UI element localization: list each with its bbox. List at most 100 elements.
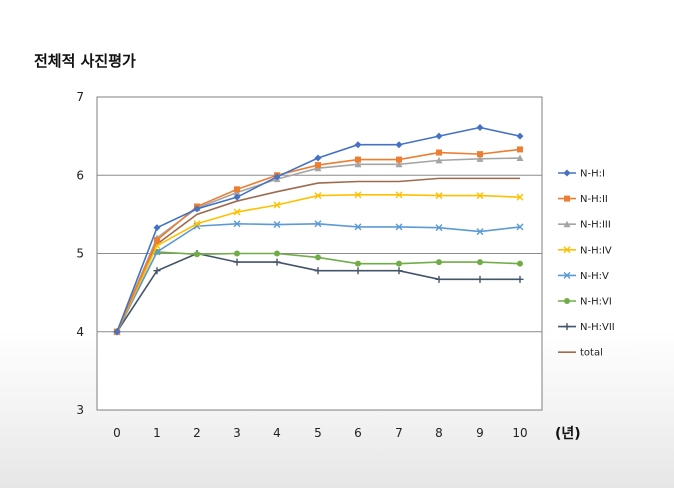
data-point xyxy=(516,154,524,162)
legend-label: N-H:IV xyxy=(580,245,612,256)
legend-item: total xyxy=(558,348,603,359)
legend-marker xyxy=(563,246,571,254)
data-point xyxy=(436,149,442,156)
data-point xyxy=(113,328,121,336)
legend-item: N-H:III xyxy=(558,220,611,231)
data-point xyxy=(153,267,161,275)
data-point xyxy=(476,155,484,162)
data-point xyxy=(395,160,403,168)
x-tick-label: 8 xyxy=(435,426,443,440)
data-point xyxy=(516,275,524,283)
data-point xyxy=(194,251,200,258)
legend-marker xyxy=(563,271,571,279)
data-point xyxy=(355,260,361,267)
data-point xyxy=(476,192,484,200)
data-point xyxy=(314,154,322,162)
data-point xyxy=(354,191,362,199)
data-point xyxy=(234,250,240,257)
data-point xyxy=(476,275,484,283)
data-point xyxy=(233,193,241,201)
data-point xyxy=(395,141,403,149)
data-point xyxy=(355,156,361,163)
series-n-h-i xyxy=(113,124,524,336)
y-tick-label: 7 xyxy=(76,90,84,104)
data-point xyxy=(477,259,483,266)
data-point xyxy=(273,201,281,209)
data-point xyxy=(233,258,241,266)
series-n-h-v xyxy=(113,220,524,336)
data-point xyxy=(233,208,241,216)
y-tick-label: 4 xyxy=(76,325,84,339)
legend-label: N-H:VI xyxy=(580,297,612,308)
data-point xyxy=(234,186,240,193)
data-point xyxy=(314,192,322,200)
x-tick-label: 9 xyxy=(476,426,484,440)
data-point xyxy=(516,193,524,201)
legend-item: N-H:I xyxy=(558,169,605,180)
legend-item: N-H:VI xyxy=(558,297,612,308)
data-point xyxy=(476,228,484,236)
series-total xyxy=(116,177,520,333)
data-point xyxy=(435,275,443,283)
data-point xyxy=(435,224,443,232)
data-point xyxy=(354,141,362,149)
data-point xyxy=(273,221,281,229)
legend-marker xyxy=(563,220,571,228)
x-tick-label: 1 xyxy=(153,426,161,440)
data-point xyxy=(154,237,160,244)
y-axis-ticks: 3 4 5 6 7 xyxy=(76,90,84,417)
legend-label: total xyxy=(580,348,603,359)
data-point xyxy=(315,162,321,169)
legend-label: N-H:I xyxy=(580,169,605,180)
data-point xyxy=(395,267,403,275)
x-tick-label: 6 xyxy=(354,426,362,440)
data-point xyxy=(435,132,443,140)
legend-item: N-H:VII xyxy=(558,322,615,333)
legend-label: N-H:II xyxy=(580,194,608,205)
legend-item: N-H:IV xyxy=(558,245,612,256)
chart-title: 전체적 사진평가 xyxy=(34,52,136,70)
data-point xyxy=(396,260,402,267)
data-point xyxy=(354,267,362,275)
data-point xyxy=(274,250,280,257)
legend-label: N-H:III xyxy=(580,220,611,231)
x-axis-unit: (년) xyxy=(555,426,581,442)
data-point xyxy=(233,220,241,228)
x-tick-label: 7 xyxy=(395,426,403,440)
data-point xyxy=(476,124,484,132)
x-axis-ticks: 0 1 2 3 4 5 6 7 8 9 10 xyxy=(113,426,527,440)
legend-item: N-H:V xyxy=(558,271,609,282)
data-point xyxy=(395,191,403,199)
data-point xyxy=(354,223,362,231)
data-point xyxy=(273,258,281,266)
data-point xyxy=(395,223,403,231)
x-tick-label: 2 xyxy=(193,426,201,440)
series-line xyxy=(116,177,520,333)
data-point xyxy=(314,267,322,275)
data-point xyxy=(193,205,201,213)
x-tick-label: 5 xyxy=(314,426,322,440)
data-point xyxy=(516,223,524,231)
data-point xyxy=(315,254,321,261)
legend-marker xyxy=(564,298,570,304)
legend: N-H:I N-H:II N-H:III N-H:IV N-H:V N-H:VI N-H:V… xyxy=(558,169,615,359)
x-tick-label: 4 xyxy=(273,426,281,440)
data-point xyxy=(396,156,402,163)
data-point xyxy=(517,146,523,153)
data-point xyxy=(435,156,443,164)
data-point xyxy=(477,151,483,158)
data-point xyxy=(193,220,201,228)
data-point xyxy=(435,192,443,200)
legend-label: N-H:VII xyxy=(580,322,615,333)
series-n-h-vi xyxy=(114,248,523,335)
data-point xyxy=(516,132,524,140)
data-point xyxy=(273,173,281,181)
data-point xyxy=(517,260,523,267)
legend-item: N-H:II xyxy=(558,194,608,205)
data-point xyxy=(436,259,442,266)
x-tick-label: 0 xyxy=(113,426,121,440)
data-point xyxy=(354,160,362,168)
y-tick-label: 3 xyxy=(76,403,84,417)
y-tick-label: 5 xyxy=(76,247,84,261)
